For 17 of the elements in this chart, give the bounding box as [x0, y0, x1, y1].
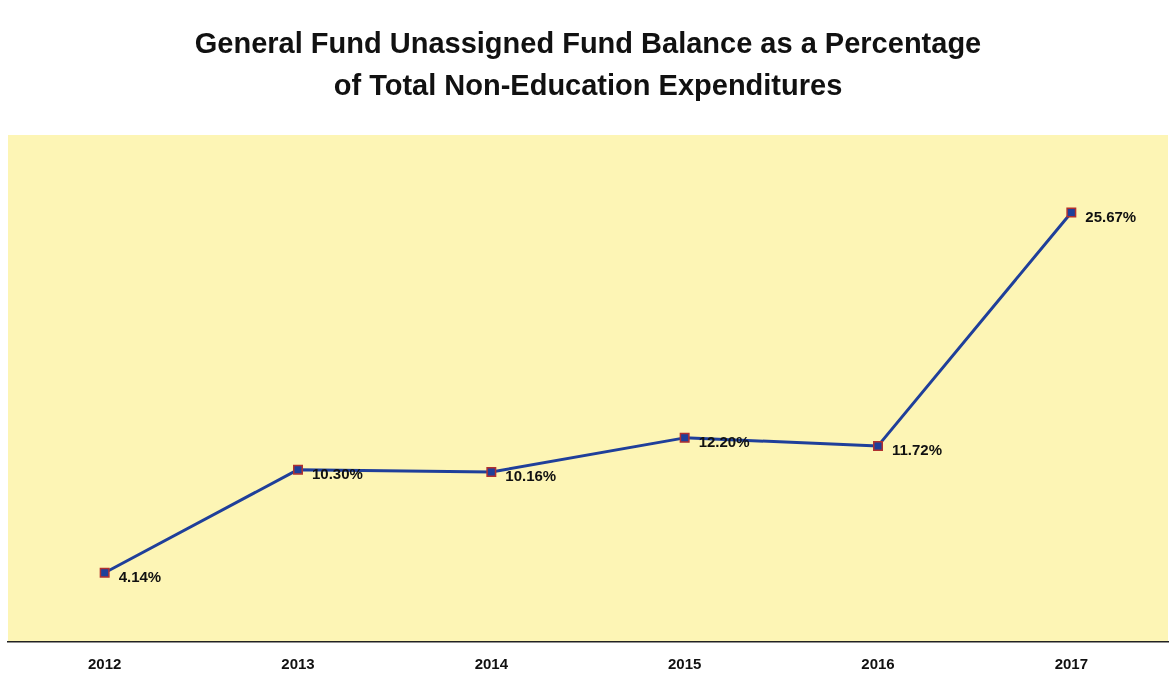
x-tick-label: 2015 — [667, 655, 702, 673]
x-tick-label: 2016 — [861, 655, 895, 673]
data-label: 25.67% — [1085, 207, 1137, 225]
point — [486, 467, 497, 477]
x-tick-label: 2014 — [474, 655, 509, 673]
point — [293, 464, 303, 475]
data-label: 4.14% — [118, 567, 162, 585]
data-label: 10.16% — [505, 467, 557, 485]
data-label: 11.72% — [892, 441, 943, 459]
x-tick-label: 2017 — [1054, 655, 1089, 673]
point — [99, 567, 110, 578]
x-tick-label: 2013 — [281, 655, 315, 673]
point — [679, 432, 690, 443]
point — [1066, 207, 1077, 218]
x-tick-label: 2012 — [87, 655, 122, 673]
point — [873, 440, 883, 451]
chart-title: General Fund Unassigned Fund Balance as a Percentage of Total Non-Education Expenditures — [193, 26, 983, 103]
